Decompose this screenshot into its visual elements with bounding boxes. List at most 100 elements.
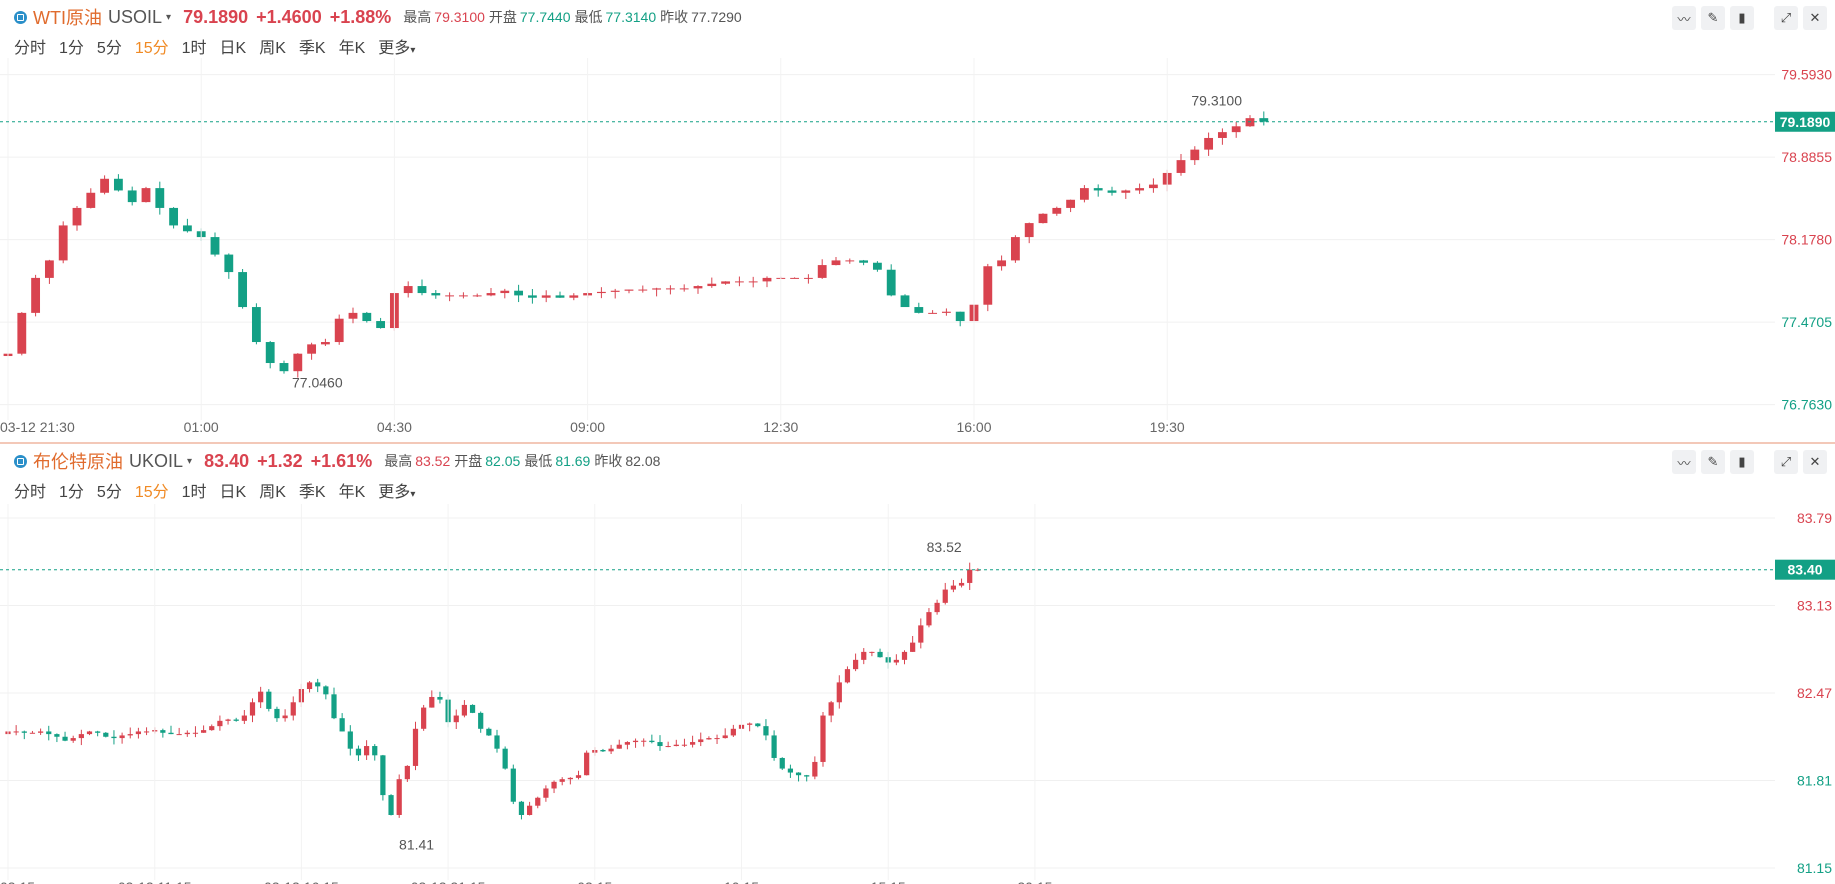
candle-body	[608, 748, 614, 752]
candle-body	[111, 736, 117, 739]
instrument-name[interactable]: WTI原油	[33, 8, 102, 28]
tab-day[interactable]: 日K	[219, 40, 247, 57]
candle-body	[274, 708, 280, 719]
tab-1m[interactable]: 1分	[59, 484, 84, 501]
candle-body	[306, 682, 313, 690]
candle-body	[1024, 223, 1034, 238]
tab-week[interactable]: 周K	[259, 484, 286, 501]
last-price-tag-label: 83.40	[1787, 562, 1822, 578]
expand-icon[interactable]: ⤢	[1774, 450, 1798, 474]
candle-body	[722, 735, 728, 739]
indicator-icon[interactable]: 〰	[1672, 6, 1696, 30]
close-icon[interactable]: ✕	[1803, 6, 1827, 30]
tab-15m[interactable]: 15分	[134, 484, 169, 501]
tab-day[interactable]: 日K	[219, 484, 247, 501]
tab-more[interactable]: 更多▾	[378, 478, 415, 502]
x-tick-label: 03-12 11:15	[118, 879, 192, 884]
candle-type-icon[interactable]: ▮	[1730, 6, 1754, 30]
candle-body	[730, 728, 736, 736]
tab-5m[interactable]: 5分	[96, 40, 122, 57]
tab-year[interactable]: 年K	[338, 484, 366, 501]
candle-body	[119, 735, 125, 739]
candle-type-icon[interactable]: ▮	[1730, 450, 1754, 474]
candle-body	[941, 311, 951, 313]
tab-5m[interactable]: 5分	[96, 484, 122, 501]
timeframe-tabs: 分时 1分 5分 15分 1时 日K 周K 季K 年K 更多▾	[14, 478, 428, 502]
candle-body	[437, 696, 443, 700]
candle-body	[421, 707, 427, 729]
candle-body	[486, 293, 496, 296]
candle-body	[347, 731, 353, 749]
candle-body	[934, 602, 940, 613]
candle-body	[458, 295, 468, 297]
candle-body	[817, 265, 827, 278]
candle-body	[209, 726, 215, 731]
brent-candlestick-chart[interactable]: 83.79 83.13 82.47 81.81 81.15 03:15 03-12 11:1…	[0, 444, 1835, 884]
tab-1h[interactable]: 1时	[181, 484, 207, 501]
candle-body	[610, 290, 620, 292]
candle-body	[494, 735, 500, 749]
tab-more[interactable]: 更多▾	[378, 34, 415, 58]
instrument-symbol[interactable]: USOIL	[108, 6, 163, 27]
wti-candlestick-chart[interactable]: 79.5930 78.8855 78.1780 77.4705 76.7630 03-12…	[0, 0, 1835, 442]
tab-1m[interactable]: 1分	[59, 40, 84, 57]
lock-icon[interactable]	[14, 454, 27, 468]
low-label: 最低	[574, 9, 603, 25]
candle-body	[404, 765, 410, 780]
last-price-tag-label: 79.1890	[1780, 114, 1831, 130]
expand-icon[interactable]: ⤢	[1774, 6, 1798, 30]
x-tick-label: 20:15	[1017, 879, 1052, 884]
candle-body	[362, 312, 372, 322]
tab-quarter[interactable]: 季K	[298, 40, 326, 57]
candle-body	[210, 237, 220, 255]
candle-body	[707, 283, 717, 287]
instrument-symbol[interactable]: UKOIL	[129, 450, 184, 471]
prev-close-value: 77.7290	[691, 9, 742, 25]
candle-body	[569, 295, 579, 298]
candle-body	[510, 768, 516, 802]
candle-body	[893, 659, 899, 663]
candle-body	[641, 740, 647, 742]
tab-year[interactable]: 年K	[338, 40, 366, 57]
prev-close-value: 82.08	[625, 453, 661, 469]
candle-body	[331, 694, 337, 719]
candle-body	[233, 719, 239, 721]
tab-1h[interactable]: 1时	[181, 40, 207, 57]
candle-body	[665, 746, 671, 748]
draw-icon[interactable]: ✎	[1701, 450, 1725, 474]
tab-more-label: 更多	[378, 484, 411, 501]
tab-fenshi[interactable]: 分时	[14, 40, 47, 57]
candle-body	[429, 696, 435, 708]
x-tick-label: 12:30	[763, 419, 798, 435]
tab-week[interactable]: 周K	[259, 40, 286, 57]
candle-body	[388, 795, 394, 815]
chevron-down-icon[interactable]: ▾	[187, 455, 193, 467]
chevron-down-icon[interactable]: ▾	[166, 11, 172, 23]
draw-icon[interactable]: ✎	[1701, 6, 1725, 30]
instrument-name[interactable]: 布伦特原油	[33, 452, 123, 472]
candle-body	[127, 734, 133, 736]
candle-body	[217, 720, 223, 727]
candle-body	[251, 307, 261, 343]
lock-icon[interactable]	[14, 10, 27, 24]
tab-quarter[interactable]: 季K	[298, 484, 326, 501]
last-price: 79.1890	[183, 6, 249, 27]
close-icon[interactable]: ✕	[1803, 450, 1827, 474]
candle-body	[100, 178, 110, 193]
candle-body	[831, 260, 841, 266]
candle-body	[541, 295, 551, 298]
candle-body	[575, 775, 582, 778]
candle-body	[721, 281, 731, 284]
indicator-icon[interactable]: 〰	[1672, 450, 1696, 474]
candle-body	[225, 719, 231, 721]
candle-body	[453, 715, 459, 723]
candle-body	[567, 777, 573, 780]
candle-body	[657, 742, 663, 747]
candle-body	[355, 748, 362, 756]
tab-fenshi[interactable]: 分时	[14, 484, 47, 501]
candle-body	[1010, 237, 1020, 261]
candle-body	[200, 730, 207, 733]
candle-body	[638, 289, 648, 291]
candle-body	[790, 277, 800, 279]
tab-15m[interactable]: 15分	[134, 40, 169, 57]
